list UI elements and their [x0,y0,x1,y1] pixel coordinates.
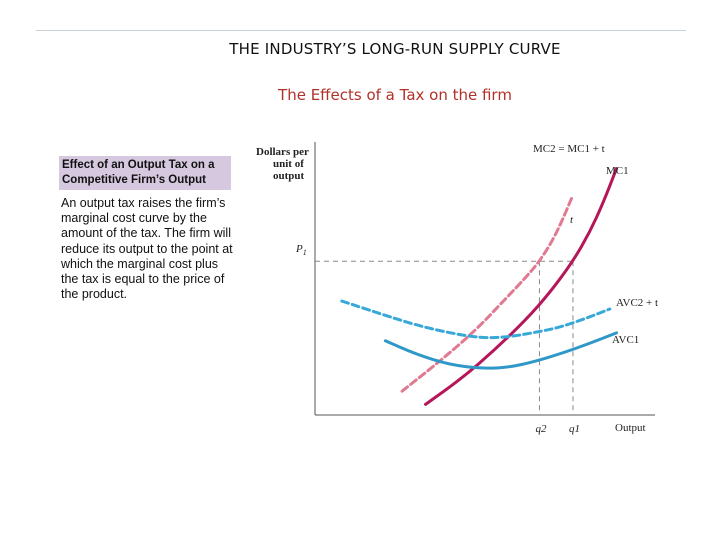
series-line-mc1 [424,167,618,406]
series-line-mc2-mc1-t [400,193,575,393]
explanation-text: An output tax raises the firm’s marginal… [61,196,233,302]
series-line-avc1 [383,331,618,370]
slide-title: THE INDUSTRY’S LONG-RUN SUPPLY CURVE [229,40,561,58]
x-axis-label: Output [615,422,646,434]
x-marker-label-q2: q2 [535,423,547,435]
figure-caption-box: Effect of an Output Tax on a Competitive… [59,156,231,190]
series-label-mc1: MC1 [606,165,629,177]
slide-subtitle: The Effects of a Tax on the firm [278,86,512,104]
price-label: P1 [295,243,307,257]
series-label-mc2-mc1-t: MC2 = MC1 + t [533,143,605,155]
y-axis-label: Dollars per unit of output [256,146,311,182]
x-marker-label-q1: q1 [569,423,580,435]
tax-effect-chart: Dollars per unit of output Output q2 q1 M… [256,142,658,435]
top-rule [36,30,686,31]
series-label-avc1: AVC1 [612,334,639,346]
series-label-avc2-t: AVC2 + t [616,297,658,309]
series-line-avc2-t [340,299,612,340]
tax-label: t [570,214,574,226]
